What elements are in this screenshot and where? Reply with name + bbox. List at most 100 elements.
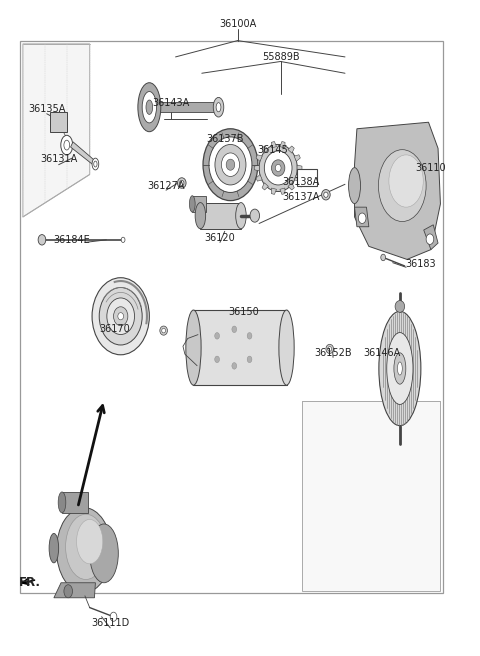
Ellipse shape (348, 168, 360, 203)
Circle shape (110, 612, 117, 621)
Polygon shape (294, 174, 300, 181)
Text: 36137B: 36137B (206, 134, 243, 144)
Ellipse shape (57, 508, 111, 592)
Circle shape (426, 234, 434, 245)
Ellipse shape (221, 153, 240, 176)
Ellipse shape (279, 310, 294, 385)
Bar (192, 196, 205, 213)
Bar (50, 112, 67, 132)
Polygon shape (271, 142, 276, 148)
Ellipse shape (160, 326, 168, 335)
Text: 36110: 36110 (416, 163, 446, 173)
Polygon shape (256, 155, 262, 161)
Text: 36138A: 36138A (282, 177, 320, 188)
Text: 36170: 36170 (99, 324, 131, 335)
Circle shape (232, 363, 237, 369)
Ellipse shape (146, 100, 153, 114)
Ellipse shape (186, 310, 201, 385)
Ellipse shape (209, 137, 252, 192)
Ellipse shape (395, 300, 405, 312)
Polygon shape (294, 155, 300, 161)
Ellipse shape (162, 328, 166, 333)
Polygon shape (262, 146, 268, 153)
Polygon shape (297, 165, 302, 171)
Ellipse shape (190, 195, 195, 212)
Circle shape (215, 333, 219, 339)
Text: 36143A: 36143A (152, 98, 190, 108)
Ellipse shape (387, 333, 413, 405)
Ellipse shape (259, 144, 297, 192)
Polygon shape (288, 183, 294, 190)
Polygon shape (254, 165, 259, 171)
Ellipse shape (216, 102, 221, 112)
Circle shape (121, 237, 125, 243)
Ellipse shape (92, 158, 99, 170)
Polygon shape (355, 122, 441, 259)
Circle shape (247, 356, 252, 363)
Bar (149, 102, 218, 112)
Ellipse shape (397, 362, 402, 375)
Ellipse shape (226, 159, 235, 171)
Ellipse shape (178, 178, 186, 188)
Circle shape (232, 326, 237, 333)
Circle shape (250, 209, 260, 222)
Ellipse shape (394, 353, 406, 384)
Ellipse shape (118, 313, 123, 320)
Text: 36145: 36145 (257, 145, 288, 155)
Text: 36131A: 36131A (40, 154, 77, 165)
Ellipse shape (215, 144, 246, 185)
Polygon shape (256, 174, 262, 181)
Text: 36100A: 36100A (219, 19, 256, 30)
Ellipse shape (49, 533, 59, 563)
Text: 36183: 36183 (405, 259, 436, 269)
Ellipse shape (272, 160, 285, 176)
Ellipse shape (92, 277, 149, 355)
Ellipse shape (64, 584, 72, 598)
Text: 36111D: 36111D (91, 618, 129, 628)
Ellipse shape (326, 344, 334, 354)
Circle shape (247, 333, 252, 339)
Ellipse shape (324, 192, 328, 197)
Text: 36135A: 36135A (28, 104, 65, 114)
Circle shape (215, 356, 219, 363)
Ellipse shape (142, 92, 156, 123)
Ellipse shape (138, 83, 161, 132)
Ellipse shape (114, 307, 128, 326)
Polygon shape (280, 188, 285, 194)
Ellipse shape (378, 150, 426, 222)
Polygon shape (71, 142, 97, 167)
Ellipse shape (389, 155, 423, 207)
Polygon shape (288, 146, 294, 153)
Bar (297, 169, 317, 186)
Ellipse shape (66, 514, 106, 579)
Text: 36137A: 36137A (282, 192, 320, 202)
Polygon shape (355, 207, 369, 227)
Circle shape (38, 235, 46, 245)
Bar (62, 492, 88, 513)
Ellipse shape (195, 203, 205, 229)
Ellipse shape (107, 298, 134, 335)
Ellipse shape (76, 520, 103, 564)
Ellipse shape (379, 312, 421, 426)
Ellipse shape (328, 346, 332, 351)
Text: 36127A: 36127A (147, 180, 185, 191)
Polygon shape (424, 225, 438, 250)
Circle shape (381, 254, 385, 260)
Text: 36120: 36120 (204, 233, 235, 243)
Polygon shape (302, 401, 441, 590)
Ellipse shape (203, 129, 258, 201)
Ellipse shape (64, 140, 70, 150)
Bar (200, 203, 241, 229)
Ellipse shape (61, 135, 73, 155)
Text: 36150: 36150 (228, 306, 259, 317)
Text: FR.: FR. (19, 576, 41, 589)
Ellipse shape (264, 151, 292, 185)
Circle shape (359, 213, 366, 224)
Text: 36184E: 36184E (54, 235, 90, 245)
Ellipse shape (322, 190, 330, 200)
Ellipse shape (99, 287, 142, 345)
Ellipse shape (213, 97, 224, 117)
Polygon shape (271, 188, 276, 194)
Text: 36146A: 36146A (363, 348, 401, 358)
Ellipse shape (236, 203, 246, 229)
